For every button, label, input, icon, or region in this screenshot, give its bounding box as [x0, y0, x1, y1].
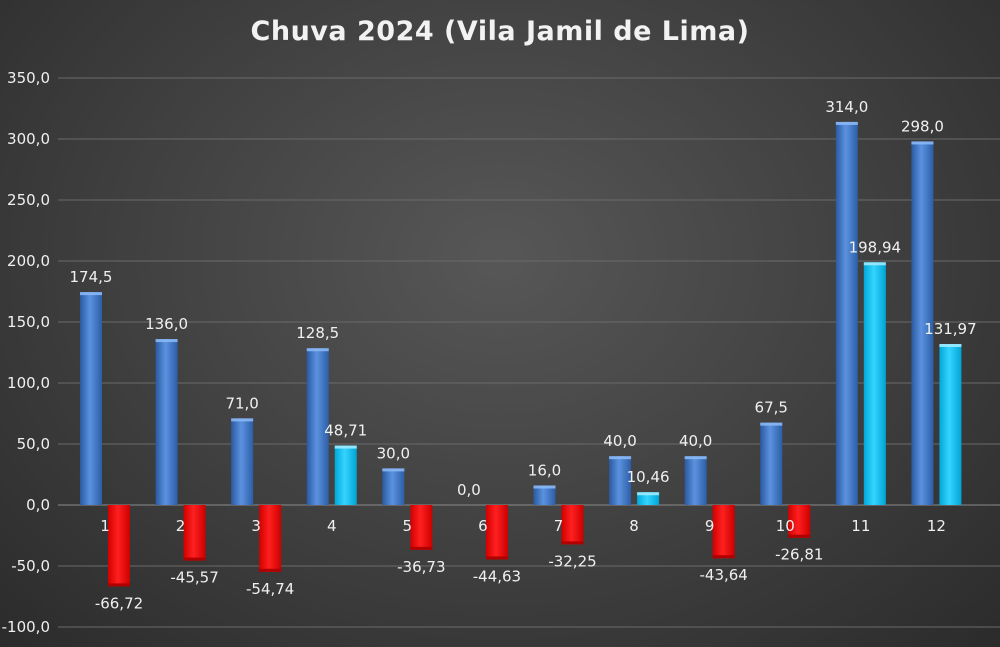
bar-series2-cap: [485, 556, 508, 560]
x-tick-label: 4: [327, 517, 337, 535]
bar-series1: [382, 468, 405, 505]
data-label-series1: 298,0: [901, 117, 944, 135]
bar-series2: [788, 505, 811, 538]
y-tick-label: -100,0: [2, 618, 50, 636]
bar-series2-cap: [863, 262, 886, 266]
data-label-series1: 128,5: [296, 324, 339, 342]
data-label-series2: 48,71: [324, 422, 367, 440]
bar-series2: [410, 505, 433, 550]
chart-title: Chuva 2024 (Vila Jamil de Lima): [250, 16, 750, 47]
bar-series2: [863, 262, 886, 505]
x-tick-label: 11: [851, 517, 870, 535]
bar-series1-cap: [306, 348, 329, 352]
y-tick-label: 350,0: [7, 69, 50, 87]
data-label-series1: 174,5: [70, 268, 113, 286]
y-tick-label: 300,0: [7, 130, 50, 148]
bar-series1: [231, 418, 254, 505]
data-label-series2: -66,72: [95, 594, 143, 612]
data-label-series1: 0,0: [457, 481, 481, 499]
bar-series1-cap: [231, 418, 254, 422]
bar-series1-cap: [155, 339, 178, 343]
bar-series2: [485, 505, 508, 560]
bar-series1-cap: [382, 468, 405, 472]
y-tick-label: 150,0: [7, 313, 50, 331]
bar-series2-cap: [939, 343, 962, 347]
data-label-series1: 40,0: [603, 432, 636, 450]
x-tick-label: 2: [176, 517, 186, 535]
bar-series1-cap: [533, 485, 556, 489]
x-tick-label: 6: [478, 517, 488, 535]
data-label-series2: -43,64: [699, 566, 747, 584]
bar-series1: [609, 456, 632, 505]
data-label-series2: -26,81: [775, 546, 823, 564]
bar-series1-cap: [609, 456, 632, 460]
data-label-series1: 71,0: [225, 394, 258, 412]
bar-series1-cap: [80, 292, 102, 296]
bar-series2-cap: [410, 546, 433, 550]
bar-series1: [911, 141, 934, 505]
bar-series2: [259, 505, 282, 572]
bar-series1: [760, 422, 783, 505]
data-label-series2: -36,73: [397, 558, 445, 576]
bar-series1: [684, 456, 707, 505]
bar-series2-cap: [108, 583, 130, 587]
bar-series1-cap: [835, 121, 858, 125]
bar-series2-cap: [637, 492, 660, 496]
bar-series2: [183, 505, 206, 561]
bar-series1: [306, 348, 329, 505]
x-tick-label: 9: [705, 517, 715, 535]
bar-series2-cap: [788, 534, 811, 538]
y-tick-label: 0,0: [26, 496, 50, 514]
y-tick-label: 100,0: [7, 374, 50, 392]
y-tick-label: -50,0: [11, 557, 50, 575]
bar-series2-cap: [259, 568, 282, 572]
data-label-series1: 30,0: [377, 444, 410, 462]
x-tick-label: 8: [629, 517, 639, 535]
bar-series2-cap: [334, 445, 357, 449]
bar-series1: [80, 292, 102, 505]
y-tick-label: 250,0: [7, 191, 50, 209]
x-tick-label: 12: [927, 517, 946, 535]
data-label-series1: 40,0: [679, 432, 712, 450]
x-tick-label: 7: [554, 517, 564, 535]
data-label-series2: 198,94: [849, 238, 902, 256]
bar-series2: [939, 343, 962, 505]
data-label-series2: -54,74: [246, 580, 294, 598]
bar-series1: [155, 339, 178, 505]
bar-series1: [533, 485, 556, 505]
data-label-series1: 16,0: [528, 461, 561, 479]
bar-series2: [637, 492, 660, 505]
data-label-series2: 10,46: [627, 468, 670, 486]
x-tick-label: 1: [100, 517, 110, 535]
data-label-series2: -32,25: [548, 552, 596, 570]
bar-series1-cap: [911, 141, 934, 145]
y-tick-label: 50,0: [17, 435, 50, 453]
x-tick-label: 5: [403, 517, 413, 535]
data-label-series1: 136,0: [145, 315, 188, 333]
data-label-series2: -44,63: [473, 567, 521, 585]
bar-series1-cap: [760, 422, 783, 426]
bar-series2-cap: [183, 557, 206, 561]
bar-series1-cap: [684, 456, 707, 460]
data-label-series2: 131,97: [924, 320, 977, 338]
bar-series2: [561, 505, 584, 545]
bar-series1: [835, 121, 858, 506]
data-label-series1: 67,5: [755, 399, 788, 417]
x-tick-label: 10: [776, 517, 795, 535]
y-tick-label: 200,0: [7, 252, 50, 270]
bar-series2: [712, 505, 735, 559]
bar-series2: [334, 445, 357, 505]
bar-series2-cap: [561, 541, 584, 545]
data-label-series1: 314,0: [825, 98, 868, 116]
x-tick-label: 3: [251, 517, 261, 535]
bar-series2-cap: [712, 555, 735, 559]
data-label-series2: -45,57: [170, 569, 218, 587]
bar-series2: [108, 505, 130, 587]
